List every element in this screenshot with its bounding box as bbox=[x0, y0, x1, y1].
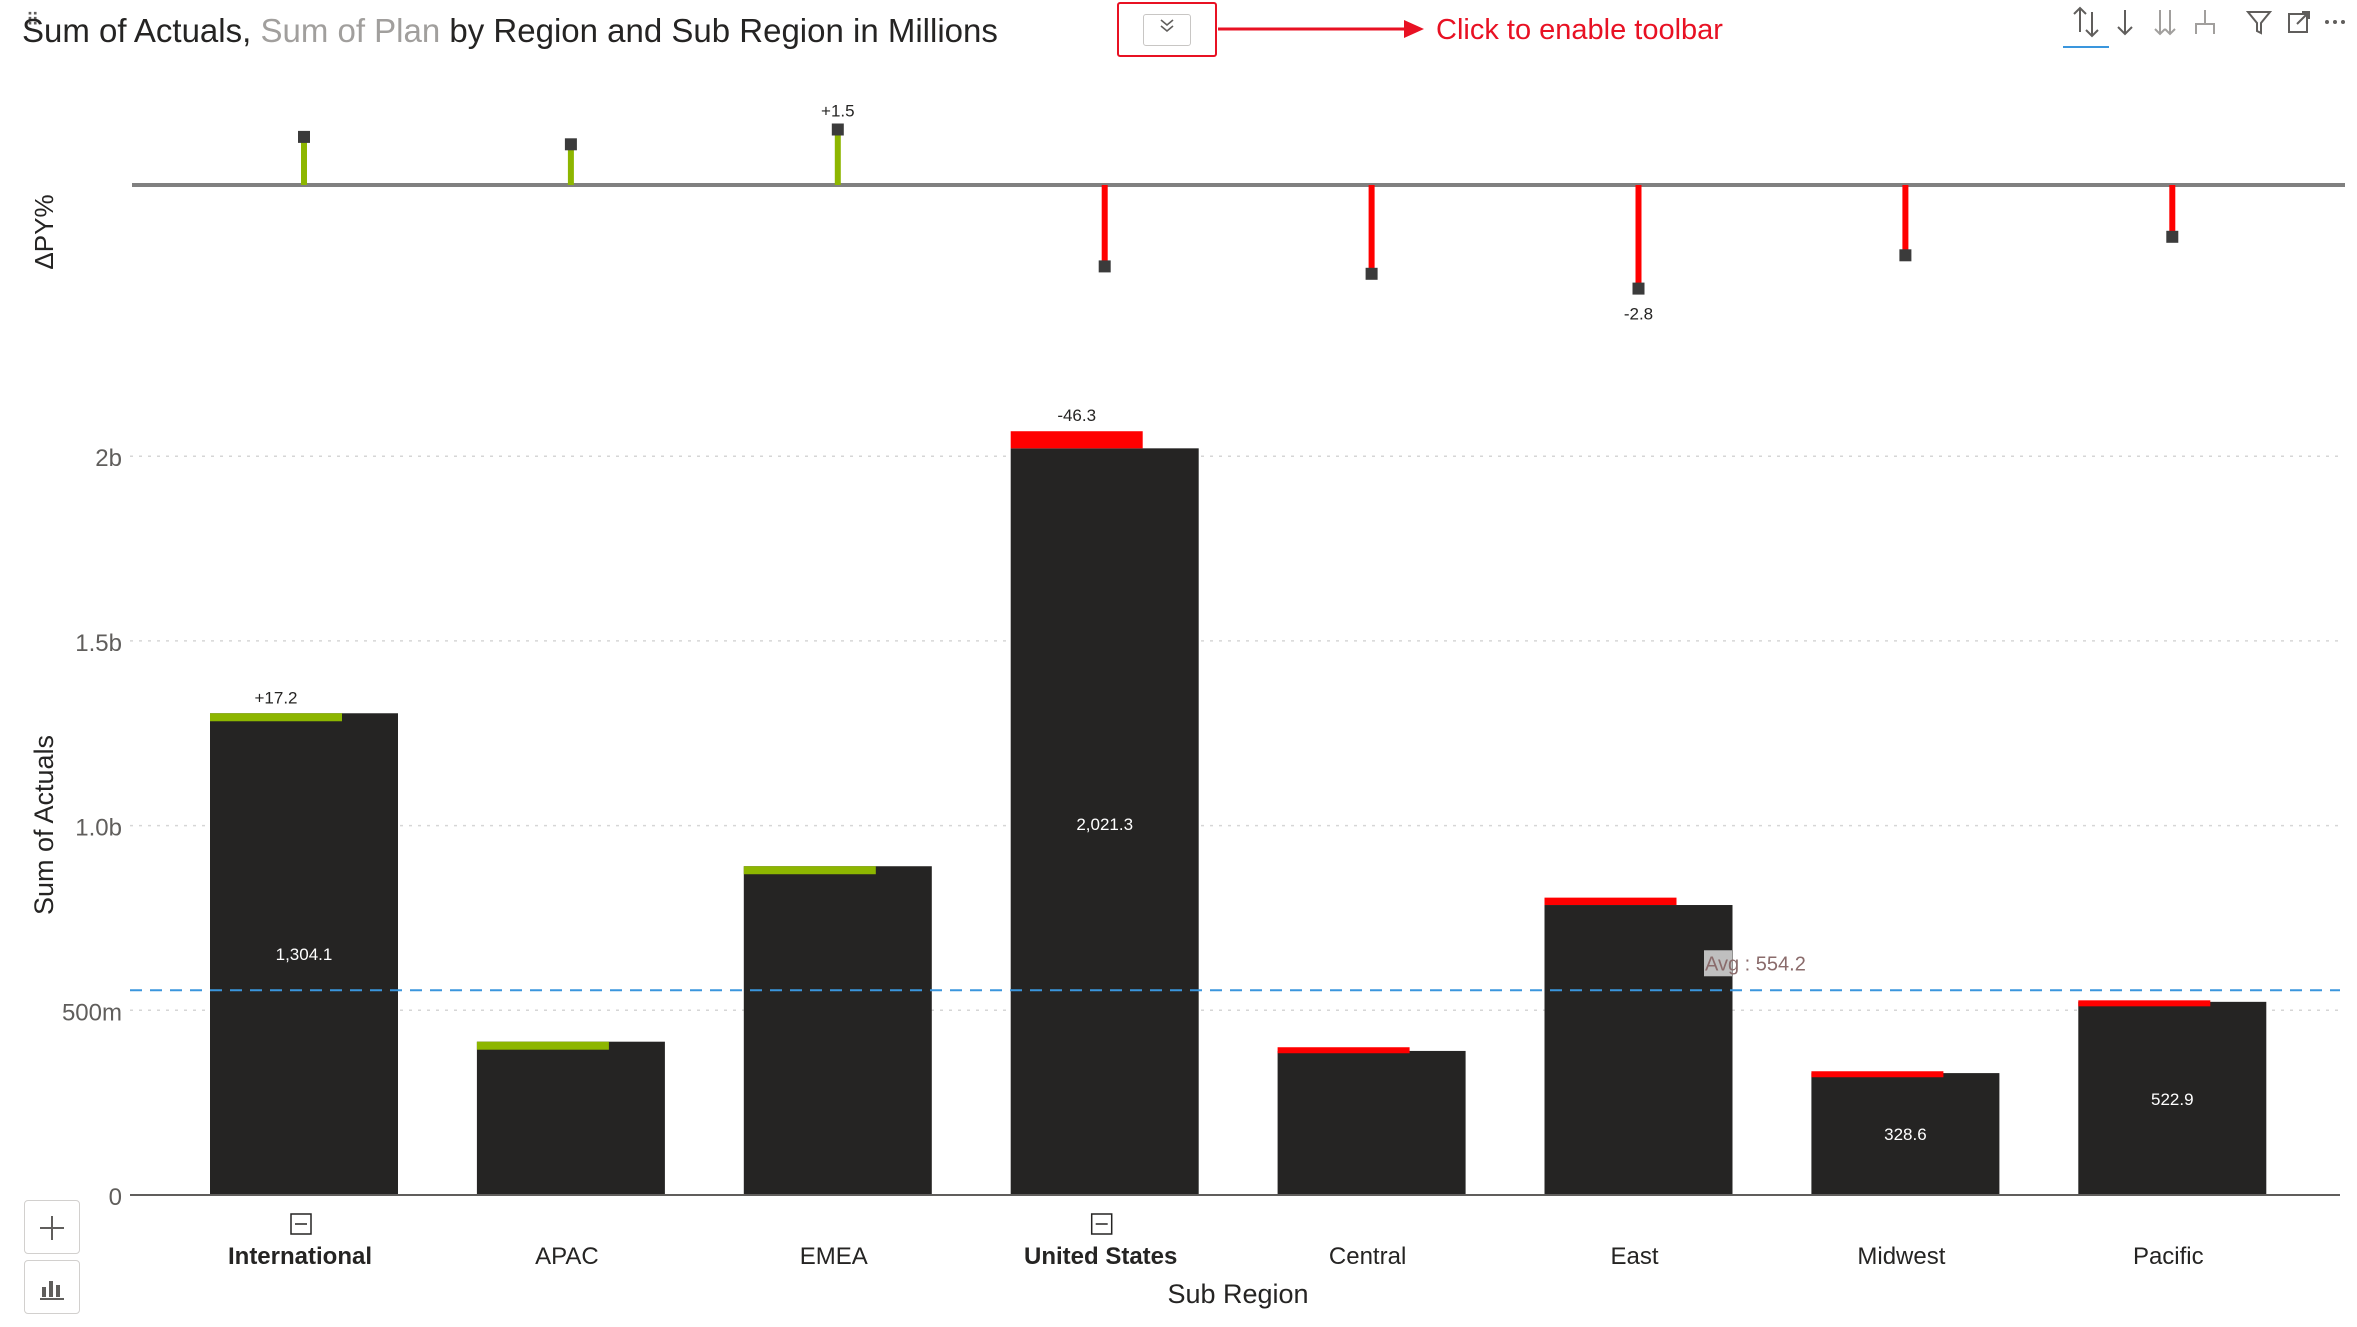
delta-marker-pacific bbox=[2166, 230, 2179, 243]
bar-actual-east bbox=[1544, 905, 1733, 1195]
bar-variance-united-states bbox=[1010, 431, 1143, 449]
variance-data-label: -46.3 bbox=[1057, 406, 1096, 425]
x-tick-label-east: East bbox=[1610, 1243, 1658, 1270]
gridlines bbox=[130, 455, 2340, 1012]
delta-marker-central bbox=[1365, 267, 1378, 280]
toolbar-toggle-button[interactable] bbox=[1117, 2, 1217, 57]
x-tick-label-pacific: Pacific bbox=[2133, 1243, 2204, 1270]
bar-data-label: 2,021.3 bbox=[1076, 815, 1133, 834]
bar-data-label: 328.6 bbox=[1884, 1125, 1927, 1144]
bar-variance-international bbox=[210, 713, 342, 722]
y-axis-title: Sum of Actuals bbox=[29, 735, 59, 915]
chevron-double-down-icon bbox=[1143, 14, 1191, 46]
bar-actual-midwest bbox=[1811, 1073, 2000, 1195]
y-tick-label: 1.5b bbox=[75, 630, 122, 657]
bar-actual-international bbox=[210, 713, 398, 1195]
bar-data-label: 522.9 bbox=[2151, 1090, 2194, 1109]
delta-axis-title: ΔPY% bbox=[29, 194, 59, 269]
sort-descending-icon[interactable] bbox=[2106, 4, 2144, 42]
bar-actual-emea bbox=[743, 866, 932, 1195]
bar-data-label: 1,304.1 bbox=[276, 945, 333, 964]
delta-marker-united-states bbox=[1098, 260, 1111, 273]
bar-variance-east bbox=[1544, 897, 1677, 906]
bar-variance-pacific bbox=[2078, 1000, 2211, 1007]
bar-actual-pacific bbox=[2078, 1001, 2267, 1195]
title-actuals: Sum of Actuals, bbox=[22, 12, 252, 49]
delta-py-panel: ΔPY% +1.5 -2.8 bbox=[29, 102, 2345, 324]
more-options-icon[interactable] bbox=[2316, 4, 2354, 42]
filter-icon[interactable] bbox=[2240, 4, 2278, 42]
collapse-icon bbox=[1090, 1213, 1113, 1235]
bar-actual-united-states bbox=[1010, 448, 1199, 1195]
x-tick-label-emea: EMEA bbox=[800, 1243, 868, 1270]
expand-all-icon[interactable] bbox=[2146, 4, 2184, 42]
y-tick-label: 0 bbox=[109, 1184, 122, 1211]
bar-actual-apac bbox=[476, 1041, 665, 1195]
visual-title: Sum of Actuals, Sum of Plan by Region an… bbox=[22, 12, 998, 50]
bar-variance-apac bbox=[476, 1041, 609, 1050]
bar-variance-emea bbox=[743, 866, 876, 875]
drag-grip-icon[interactable]: ⠿ bbox=[26, 10, 39, 30]
delta-marker-east bbox=[1632, 282, 1645, 295]
bars-layer: 1,304.1 +17.2 2,021.3 -46.3 328.6 522.9 bbox=[210, 406, 2267, 1195]
toolbar-hint-text: Click to enable toolbar bbox=[1436, 14, 1723, 46]
delta-marker-international bbox=[298, 130, 310, 143]
delta-marker-emea bbox=[831, 123, 844, 136]
delta-marker-midwest bbox=[1899, 249, 1912, 262]
title-rest: by Region and Sub Region in Millions bbox=[449, 12, 998, 49]
average-line-layer: Avg : 554.2 bbox=[130, 950, 2340, 992]
bar-variance-central bbox=[1277, 1047, 1410, 1054]
variance-data-label: +17.2 bbox=[254, 688, 297, 707]
chart-settings-icon bbox=[40, 1281, 64, 1300]
delta-marker-apac bbox=[564, 138, 577, 151]
delta-data-label: +1.5 bbox=[821, 102, 855, 121]
drill-hierarchy-icon[interactable] bbox=[2186, 4, 2224, 42]
bar-actual-central bbox=[1277, 1050, 1466, 1195]
collapse-icon bbox=[290, 1213, 312, 1235]
y-tick-label: 500m bbox=[62, 999, 122, 1026]
chart-settings-button[interactable] bbox=[24, 1260, 80, 1314]
bar-variance-midwest bbox=[1811, 1071, 1944, 1078]
delta-data-label: -2.8 bbox=[1624, 305, 1653, 324]
add-button[interactable] bbox=[24, 1200, 80, 1254]
y-tick-label: 2b bbox=[95, 445, 122, 472]
x-tick-label-central: Central bbox=[1329, 1243, 1406, 1270]
x-axis-title: Sub Region bbox=[1167, 1279, 1308, 1309]
title-plan: Sum of Plan bbox=[260, 12, 441, 49]
x-tick-label-midwest: Midwest bbox=[1857, 1243, 1945, 1270]
axes-layer: 0 500m 1.0b 1.5b 2b Sum of Actuals Sub Region I… bbox=[29, 445, 2340, 1309]
average-label: Avg : 554.2 bbox=[1705, 953, 1806, 975]
y-tick-label: 1.0b bbox=[75, 815, 122, 842]
x-tick-label-international: International bbox=[228, 1243, 372, 1270]
average-label-bg bbox=[1704, 950, 1732, 977]
focus-mode-icon[interactable] bbox=[2280, 4, 2318, 42]
x-tick-label-united-states: United States bbox=[1024, 1243, 1177, 1270]
annotation-arrow bbox=[1218, 20, 1424, 38]
sort-both-icon[interactable] bbox=[2063, 2, 2109, 48]
x-tick-label-apac: APAC bbox=[535, 1243, 599, 1270]
